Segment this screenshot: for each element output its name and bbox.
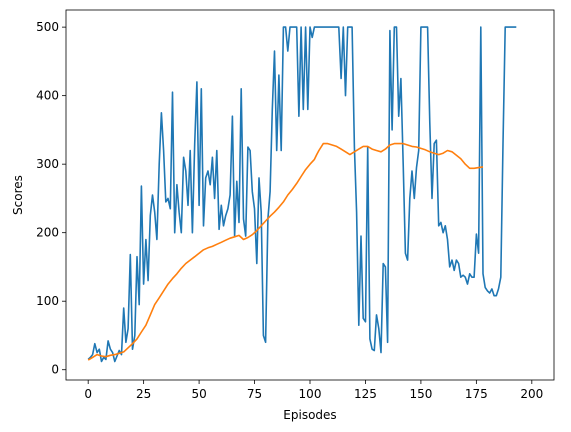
y-tick-label: 200 <box>36 226 59 240</box>
y-tick-label: 500 <box>36 20 59 34</box>
series-line-2 <box>87 142 484 361</box>
x-tick-label: 100 <box>299 387 322 401</box>
x-tick-label: 25 <box>136 387 151 401</box>
x-tick-label: 200 <box>520 387 543 401</box>
plot-frame <box>65 9 555 381</box>
plot-lines <box>87 26 517 363</box>
axis-ticks: 0 25 50 75 100 125 150 175 200 0 100 200 300 400 500 <box>36 20 543 401</box>
y-tick-label: 100 <box>36 294 59 308</box>
y-tick-label: 0 <box>51 363 59 377</box>
x-tick-label: 50 <box>191 387 206 401</box>
y-axis-label: Scores <box>11 175 25 215</box>
y-tick-label: 400 <box>36 89 59 103</box>
x-tick-label: 175 <box>465 387 488 401</box>
x-axis-label: Episodes <box>283 408 336 422</box>
x-tick-label: 150 <box>409 387 432 401</box>
x-tick-label: 75 <box>247 387 262 401</box>
x-tick-label: 125 <box>354 387 377 401</box>
y-tick-label: 300 <box>36 157 59 171</box>
series-line-1 <box>87 26 517 363</box>
x-tick-label: 0 <box>84 387 92 401</box>
